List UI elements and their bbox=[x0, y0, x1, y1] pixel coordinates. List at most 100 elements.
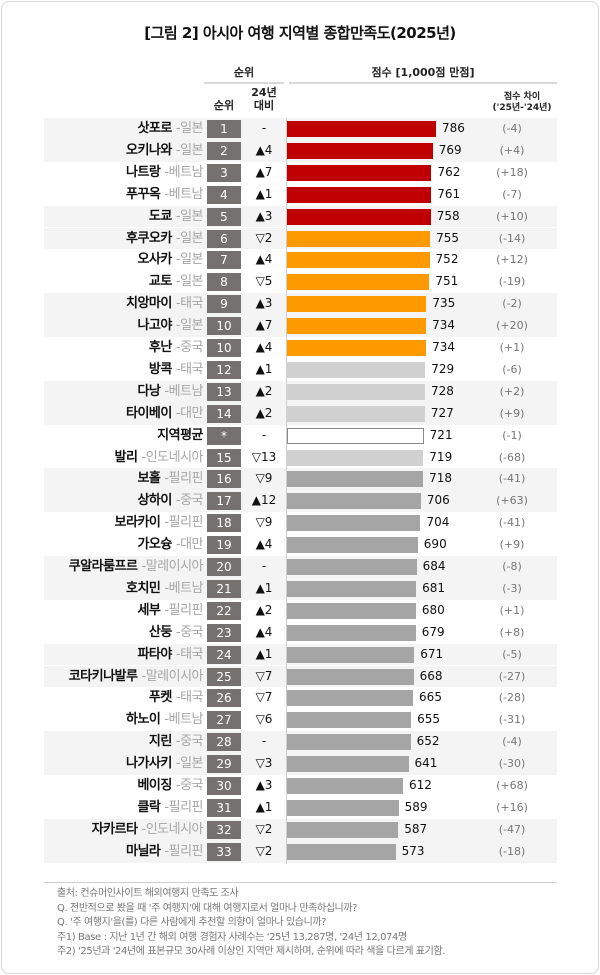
rank-change: ▽9 bbox=[255, 515, 273, 530]
region-name: 파타야 -태국 bbox=[137, 644, 203, 666]
score-diff: (+8) bbox=[499, 625, 525, 639]
score-diff: (-7) bbox=[502, 187, 522, 201]
table-row: 나가사키 -일본 29 ▽3 641 (-30) bbox=[44, 753, 557, 775]
rank-badge: * bbox=[207, 426, 241, 445]
rank-change: ▽2 bbox=[255, 821, 273, 836]
score-label: 587 bbox=[404, 821, 428, 836]
rank-badge: 6 bbox=[207, 229, 241, 248]
rank-badge: 26 bbox=[207, 689, 241, 708]
rank-badge: 3 bbox=[207, 163, 241, 182]
rank-badge: 12 bbox=[207, 360, 241, 379]
score-label: 668 bbox=[419, 668, 443, 683]
table-row: 방콕 -태국 12 ▲1 729 (-6) bbox=[44, 359, 557, 381]
score-label: 752 bbox=[435, 252, 459, 267]
rank-change: ▲4 bbox=[255, 624, 273, 639]
rank-change: ▲4 bbox=[255, 142, 273, 157]
score-bar bbox=[287, 756, 409, 773]
country-name: -일본 bbox=[175, 121, 204, 136]
rank-change: ▽3 bbox=[255, 756, 273, 771]
score-label: 652 bbox=[416, 734, 440, 749]
score-bar bbox=[287, 712, 412, 729]
score-diff: (+12) bbox=[496, 253, 528, 267]
rank-badge: 27 bbox=[207, 711, 241, 730]
rank-header-underline bbox=[204, 82, 284, 84]
table-row: 발리 -인도네시아 15 ▽13 719 (-68) bbox=[44, 447, 557, 469]
country-name: -베트남 bbox=[164, 712, 203, 728]
region-name: 쿠알라룸프르 -말레이시아 bbox=[69, 556, 204, 578]
score-label: 769 bbox=[438, 142, 462, 157]
region-name: 상하이 -중국 bbox=[137, 490, 203, 512]
rank-badge: 25 bbox=[207, 667, 241, 686]
score-bar bbox=[287, 799, 399, 816]
score-diff: (-1) bbox=[502, 428, 522, 442]
score-group-header: 점수 [1,000점 만점] bbox=[371, 66, 475, 79]
rank-badge: 14 bbox=[207, 404, 241, 423]
table-row: 삿포로 -일본 1 - 786 (-4) bbox=[44, 118, 557, 140]
diff-header-line1: 점수 차이 bbox=[503, 92, 541, 102]
score-bar bbox=[287, 843, 396, 860]
region-name: 오사카 -일본 bbox=[137, 249, 203, 271]
rank-change: ▲1 bbox=[255, 799, 273, 814]
region-name: 마닐라 -필리핀 bbox=[126, 841, 203, 863]
region-name: 보라카이 -필리핀 bbox=[115, 512, 204, 534]
rank-change: ▲2 bbox=[255, 405, 273, 420]
table-row: 푸꾸옥 -베트남 4 ▲1 761 (-7) bbox=[44, 184, 557, 206]
table-row: 마닐라 -필리핀 33 ▽2 573 (-18) bbox=[44, 840, 557, 863]
country-name: -베트남 bbox=[164, 164, 203, 180]
rank-badge: 32 bbox=[207, 820, 241, 839]
score-diff: (-4) bbox=[502, 735, 522, 749]
score-diff: (-14) bbox=[498, 231, 526, 245]
rank-change: ▲4 bbox=[255, 537, 273, 552]
score-label: 681 bbox=[422, 580, 445, 595]
country-name: -대만 bbox=[175, 537, 204, 553]
score-bar bbox=[287, 778, 403, 794]
score-label: 758 bbox=[436, 208, 460, 223]
city-name: 방콕 bbox=[148, 361, 172, 377]
region-name: 호치민 -베트남 bbox=[126, 578, 203, 600]
rank-badge: 16 bbox=[207, 470, 241, 489]
rank-badge: 10 bbox=[207, 339, 241, 357]
score-bar bbox=[287, 559, 417, 575]
score-label: 734 bbox=[432, 318, 456, 333]
table-row: 도쿄 -일본 5 ▲3 758 (+10) bbox=[44, 205, 557, 228]
score-diff: (-2) bbox=[502, 297, 522, 311]
score-bar bbox=[287, 164, 432, 181]
score-diff: (-68) bbox=[498, 450, 526, 464]
score-bar bbox=[287, 296, 427, 313]
score-diff: (+9) bbox=[499, 406, 525, 420]
city-name: 파타야 bbox=[137, 646, 172, 662]
footer-source: 출처: 컨슈머인사이트 해외여행지 만족도 조사 bbox=[57, 888, 239, 899]
rank-change: - bbox=[261, 121, 267, 135]
rank-change: ▽6 bbox=[255, 712, 273, 727]
rank-change: ▲12 bbox=[251, 493, 277, 508]
rank-change: ▲1 bbox=[255, 646, 273, 661]
change-header-line1: 24년 bbox=[251, 86, 277, 99]
rank-badge: 9 bbox=[207, 295, 241, 314]
score-label: 655 bbox=[417, 712, 441, 727]
table-row: 나고야 -일본 10 ▲7 734 (+20) bbox=[44, 315, 557, 337]
table-row: 하노이 -베트남 27 ▽6 655 (-31) bbox=[44, 709, 557, 731]
city-name: 상하이 bbox=[137, 493, 172, 509]
table-row: 다낭 -베트남 13 ▲2 728 (+2) bbox=[44, 380, 557, 403]
rank-change: ▲3 bbox=[255, 208, 273, 223]
score-label: 728 bbox=[431, 383, 454, 398]
region-name: 클락 -필리핀 bbox=[137, 797, 203, 819]
score-diff: (+68) bbox=[496, 779, 528, 792]
city-name: 교토 bbox=[148, 274, 172, 290]
table-row: 오키나와 -일본 2 ▲4 769 (+4) bbox=[44, 139, 557, 162]
rank-badge: 28 bbox=[207, 733, 241, 752]
city-name: 오키나와 bbox=[126, 142, 172, 158]
rank-change: ▽2 bbox=[255, 843, 273, 858]
score-diff: (-47) bbox=[498, 822, 526, 836]
city-name: 푸꾸옥 bbox=[126, 186, 161, 202]
score-diff: (-6) bbox=[502, 362, 522, 376]
score-bar bbox=[287, 646, 415, 663]
country-name: -인도네시아 bbox=[141, 449, 204, 465]
country-name: -일본 bbox=[175, 274, 204, 290]
score-label: 684 bbox=[422, 559, 446, 573]
score-diff: (+9) bbox=[499, 538, 525, 552]
table-row: 오사카 -일본 7 ▲4 752 (+12) bbox=[44, 249, 557, 271]
rank-change: ▲3 bbox=[255, 778, 273, 792]
region-name: 발리 -인도네시아 bbox=[115, 447, 204, 469]
rank-change: ▲2 bbox=[255, 383, 273, 398]
